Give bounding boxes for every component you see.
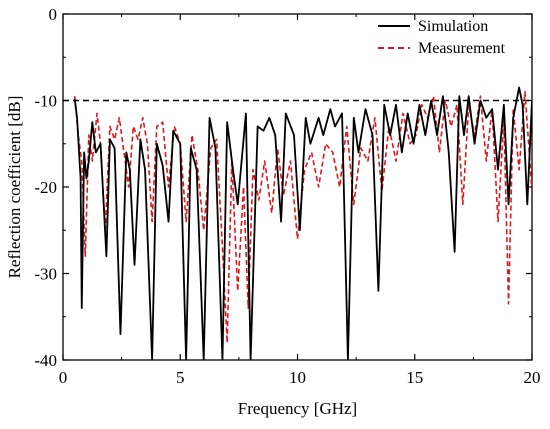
x-tick-label: 0: [59, 368, 68, 387]
y-tick-label: 0: [49, 5, 58, 24]
y-tick-label: -20: [34, 178, 57, 197]
y-tick-label: -10: [34, 92, 57, 111]
simulation-series-line: [73, 86, 532, 360]
simulation-legend-label: Simulation: [418, 18, 488, 35]
x-tick-label: 10: [289, 368, 306, 387]
y-axis-label: Reflection coefficient [dB]: [5, 96, 24, 279]
y-tick-label: -30: [34, 265, 57, 284]
y-tick-label: -40: [34, 351, 57, 370]
x-tick-label: 20: [524, 368, 541, 387]
series-group: [63, 86, 532, 360]
x-tick-label: 5: [176, 368, 185, 387]
axis-tick-labels: 0 5 10 15 20 0 -10 -20 -30 -40: [34, 5, 540, 387]
x-axis-label: Frequency [GHz]: [238, 399, 357, 418]
x-tick-label: 15: [406, 368, 423, 387]
legend: Simulation Measurement: [378, 18, 506, 57]
measurement-legend-label: Measurement: [418, 40, 506, 57]
